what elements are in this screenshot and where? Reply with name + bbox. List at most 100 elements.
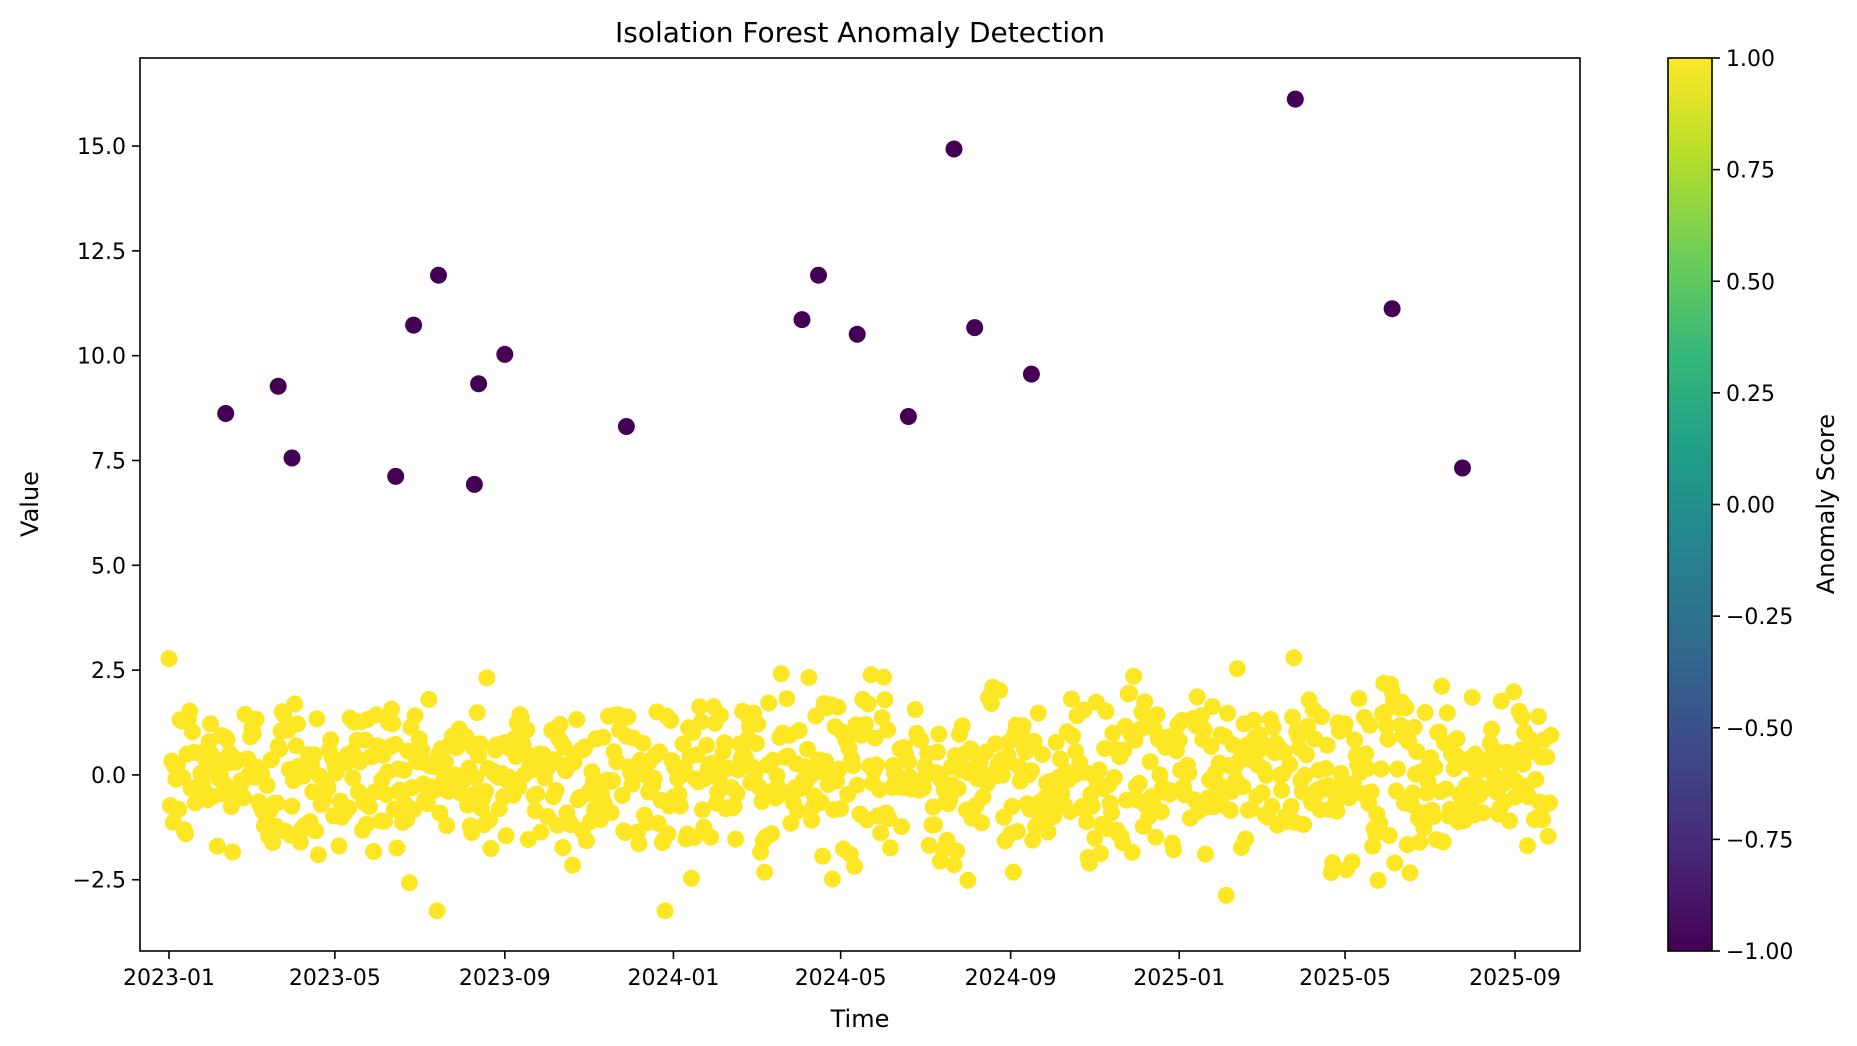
normal-point [1448,730,1466,748]
normal-point [1527,771,1545,788]
normal-point [1221,801,1239,819]
y-tick-label: 7.5 [91,449,126,474]
normal-point [1121,684,1138,702]
normal-point [768,767,786,785]
normal-point [383,700,400,718]
normal-point [725,797,743,815]
normal-point [1285,649,1303,667]
normal-point [215,775,233,793]
normal-point [376,812,394,830]
normal-point [1284,708,1302,726]
normal-point [264,834,282,851]
normal-point [870,781,888,798]
normal-point [692,713,710,731]
x-tick-label: 2024-05 [795,966,887,991]
normal-point [656,902,674,920]
normal-point [1264,718,1282,736]
normal-point [1438,704,1456,722]
normal-point [1346,731,1364,749]
normal-point [982,695,1000,712]
normal-point [1148,706,1166,724]
x-tick-label: 2024-01 [627,966,719,991]
x-tick-label: 2023-01 [123,966,215,991]
normal-point [1253,784,1271,802]
normal-point [1299,717,1317,735]
normal-point [1062,690,1080,708]
normal-point [1408,743,1426,761]
normal-point [1539,827,1557,845]
colorbar-label: Anomaly Score [1812,414,1840,594]
normal-point [594,728,612,746]
normal-point [471,735,489,753]
normal-point [823,870,841,888]
normal-point [711,706,729,724]
normal-point [1501,812,1518,830]
normal-point [602,804,620,822]
normal-point [1115,741,1133,759]
normal-point [1369,871,1387,889]
normal-point [401,874,418,892]
normal-point [760,694,778,712]
normal-point [709,783,727,801]
normal-point [1296,766,1314,784]
y-tick-label: 10.0 [77,345,126,370]
normal-point [1433,677,1451,695]
normal-point [986,735,1004,753]
normal-point [1458,776,1476,794]
normal-point [271,740,289,758]
normal-point [1297,746,1315,764]
normal-point [478,669,496,687]
normal-point [659,825,677,843]
normal-point [671,797,689,815]
y-tick-label: −2.5 [73,869,126,894]
normal-point [616,824,634,842]
normal-point [1136,693,1154,711]
normal-point [872,824,890,842]
normal-point [945,856,963,874]
normal-point [1147,828,1165,846]
normal-point [1514,755,1532,773]
normal-point [1273,781,1290,799]
x-axis-label: Time [830,1005,890,1033]
normal-point [1445,760,1463,778]
normal-point [1080,854,1098,872]
normal-point [1411,833,1429,851]
colorbar-gradient [1668,58,1712,951]
anomaly-point [848,325,866,343]
normal-point [1219,704,1237,722]
normal-point [247,710,265,728]
normal-point [554,839,572,857]
normal-point [879,721,897,739]
normal-point [974,788,992,806]
normal-point [1357,745,1375,763]
normal-point [604,772,622,790]
normal-point [202,715,219,733]
normal-point [224,843,242,861]
normal-point [564,856,582,874]
y-tick-label: 15.0 [77,135,126,160]
normal-point [1188,688,1206,706]
normal-point [1125,667,1143,685]
anomaly-point [387,467,405,485]
normal-point [181,702,199,720]
normal-point [691,698,709,716]
normal-point [1463,688,1481,706]
normal-point [747,735,765,752]
normal-point [756,863,774,881]
anomaly-point [470,375,488,393]
normal-point [1141,753,1159,771]
normal-point [286,695,304,713]
normal-point [651,743,669,761]
normal-point [1358,760,1376,777]
normal-point [613,786,631,804]
normal-point [928,743,946,761]
normal-point [630,835,648,853]
normal-point [645,769,663,787]
normal-point [546,751,564,769]
normal-point [218,731,236,749]
normal-point [208,837,226,855]
normal-point [170,800,188,818]
normal-point [305,746,323,764]
normal-point [184,723,201,741]
